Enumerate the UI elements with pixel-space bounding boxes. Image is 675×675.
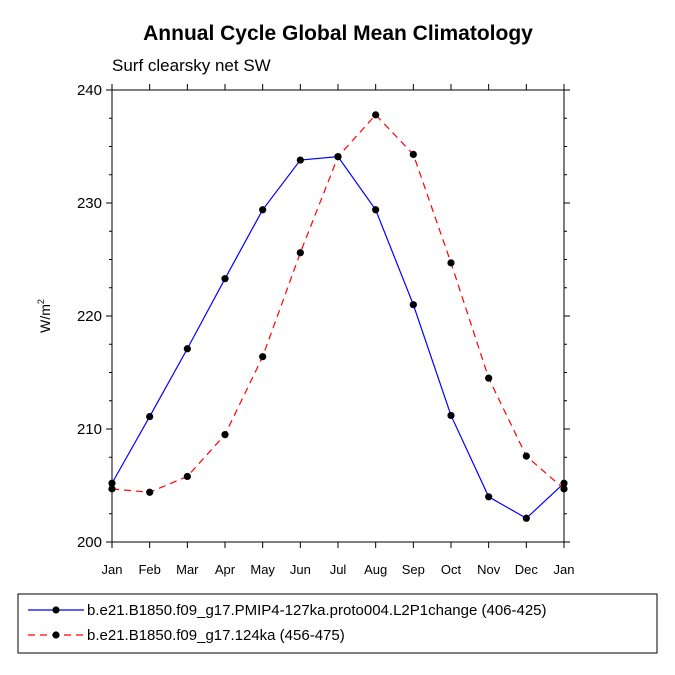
series-1-point <box>221 275 229 283</box>
x-tick-label-jun: Jun <box>290 562 311 577</box>
series-2-point <box>409 150 417 159</box>
x-tick-label-dec: Dec <box>515 562 539 577</box>
series-2-point <box>522 452 530 460</box>
series-1-point <box>108 479 116 487</box>
chart-title: Annual Cycle Global Mean Climatology <box>143 22 533 45</box>
x-tick-label-nov: Nov <box>477 562 501 577</box>
chart-subtitle: Surf clearsky net SW <box>112 56 271 75</box>
x-tick-label-sep: Sep <box>402 562 425 577</box>
legend-label-2: b.e21.B1850.f09_g17.124ka (456-475) <box>87 627 345 644</box>
series-1-point <box>485 493 493 501</box>
series-1-point <box>522 514 530 522</box>
y-axis: 200 210 220 230 240 <box>77 82 570 551</box>
y-axis-label-unit: W/m <box>37 304 53 333</box>
series-2-point <box>560 485 568 493</box>
legend-marker-1 <box>52 606 60 614</box>
y-tick-label-230: 230 <box>77 195 102 212</box>
series-2-point <box>259 353 267 361</box>
y-tick-label-200: 200 <box>77 534 102 551</box>
series-2-point <box>183 472 191 481</box>
series-1-point <box>560 479 568 487</box>
series-2-point <box>146 488 154 496</box>
series-2-point <box>296 249 304 257</box>
series-2-point <box>447 259 455 267</box>
series-1-point <box>146 412 154 421</box>
x-tick-label-apr: Apr <box>215 562 236 577</box>
series-line-1 <box>111 156 565 520</box>
y-axis-label-superscript: 2 <box>36 299 46 304</box>
legend-marker-2 <box>52 631 60 639</box>
series-2-point <box>334 153 342 161</box>
x-tick-label-oct: Oct <box>441 562 462 577</box>
y-axis-label: W/m2 <box>36 299 53 333</box>
series-2-point <box>485 374 493 382</box>
x-tick-label-jul: Jul <box>330 562 347 577</box>
series-2-point <box>372 111 380 119</box>
series-2-point <box>108 485 116 493</box>
legend-box <box>17 593 658 654</box>
legend-label-1: b.e21.B1850.f09_g17.PMIP4-127ka.proto004… <box>87 602 547 619</box>
x-tick-label-jan: Jan <box>554 562 575 577</box>
y-tick-label-240: 240 <box>77 82 102 99</box>
series-1-point <box>183 345 191 353</box>
x-axis: Jan Feb Mar Apr May Jun Jul Aug Sep Oct Nov Dec Jan <box>102 84 575 577</box>
x-tick-label-feb: Feb <box>138 562 160 577</box>
x-tick-label-may: May <box>250 562 275 577</box>
series-line-2 <box>111 113 565 493</box>
x-tick-label-mar: Mar <box>176 562 199 577</box>
x-tick-label-jan: Jan <box>102 562 123 577</box>
series-1-point <box>409 301 417 309</box>
legend: b.e21.B1850.f09_g17.PMIP4-127ka.proto004… <box>17 593 658 654</box>
y-tick-label-220: 220 <box>77 308 102 325</box>
series-1-point <box>259 206 267 214</box>
series-1-point <box>296 156 304 164</box>
series-2-point <box>221 431 229 439</box>
series-1-point <box>447 411 455 420</box>
y-tick-label-210: 210 <box>77 421 102 438</box>
series-1-point <box>372 206 380 214</box>
series-layer <box>108 111 568 522</box>
x-tick-label-aug: Aug <box>364 562 387 577</box>
